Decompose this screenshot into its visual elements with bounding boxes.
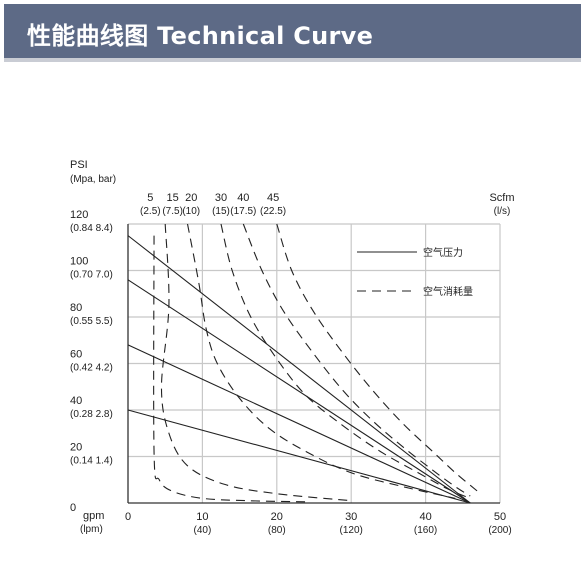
- title-banner: 性能曲线图 Technical Curve: [4, 4, 581, 62]
- y-tick-sublabel: (0.55 5.5): [70, 316, 113, 327]
- air-pressure-curve-4: [127, 409, 471, 504]
- air-consumption-curve-7: [186, 223, 456, 499]
- top-tick-sublabel: (7.5): [162, 206, 183, 217]
- top-tick-sublabel: (10): [182, 206, 200, 217]
- x-tick-label: 50: [494, 511, 506, 523]
- air-pressure-curve-2: [127, 279, 471, 504]
- y-axis-title-units: (Mpa, bar): [70, 174, 116, 185]
- top-tick-label: 30: [215, 192, 227, 204]
- top-tick-sublabel: (2.5): [140, 206, 161, 217]
- top-tick-label: 20: [185, 192, 197, 204]
- y-tick-sublabel: (0.42 4.2): [70, 363, 113, 374]
- y-tick-label: 80: [70, 302, 82, 314]
- top-tick-label: 5: [147, 192, 153, 204]
- air-consumption-curve-9: [242, 223, 471, 497]
- air-consumption-curve-6: [160, 223, 352, 502]
- x-axis-title-units: (lpm): [80, 524, 103, 535]
- top-tick-label: 40: [237, 192, 249, 204]
- y-axis-title: PSI: [70, 159, 88, 171]
- air-consumption-curve-10: [276, 223, 479, 492]
- top-tick-sublabel: (15): [212, 206, 230, 217]
- page-title: 性能曲线图 Technical Curve: [27, 22, 374, 50]
- top-tick-sublabel: (17.5): [230, 206, 256, 217]
- y-tick-label: 120: [70, 209, 88, 221]
- y-tick-label: 100: [70, 256, 88, 268]
- x-tick-label: 0: [125, 511, 131, 523]
- top-tick-label: 15: [167, 192, 179, 204]
- x-tick-label: 20: [271, 511, 283, 523]
- y-tick-sublabel: (0.84 8.4): [70, 223, 113, 234]
- x-tick-label: 40: [419, 511, 431, 523]
- x-tick-sublabel: (120): [340, 525, 363, 536]
- x-tick-sublabel: (200): [488, 525, 511, 536]
- y-tick-label: 0: [70, 502, 76, 514]
- y-tick-label: 60: [70, 349, 82, 361]
- air-pressure-curve-3: [127, 344, 471, 504]
- top-tick-sublabel: (22.5): [260, 206, 286, 217]
- legend-label: 空气压力: [423, 246, 463, 259]
- x-tick-sublabel: (80): [268, 525, 286, 536]
- y-tick-label: 20: [70, 442, 82, 454]
- x-tick-label: 30: [345, 511, 357, 523]
- y-tick-sublabel: (0.14 1.4): [70, 456, 113, 467]
- x-tick-sublabel: (40): [194, 525, 212, 536]
- x-axis-title: gpm: [83, 510, 104, 522]
- y-tick-sublabel: (0.70 7.0): [70, 270, 113, 281]
- x-tick-sublabel: (160): [414, 525, 437, 536]
- air-consumption-curve-5: [153, 235, 307, 503]
- y-tick-label: 40: [70, 395, 82, 407]
- top-tick-label: 45: [267, 192, 279, 204]
- top-axis-title: Scfm: [489, 192, 514, 204]
- air-pressure-curve-1: [127, 235, 471, 504]
- x-tick-label: 10: [196, 511, 208, 523]
- air-consumption-curve-8: [220, 223, 471, 499]
- legend-label: 空气消耗量: [423, 285, 473, 298]
- top-axis-title-units: (l/s): [494, 206, 511, 217]
- y-tick-sublabel: (0.28 2.8): [70, 409, 113, 420]
